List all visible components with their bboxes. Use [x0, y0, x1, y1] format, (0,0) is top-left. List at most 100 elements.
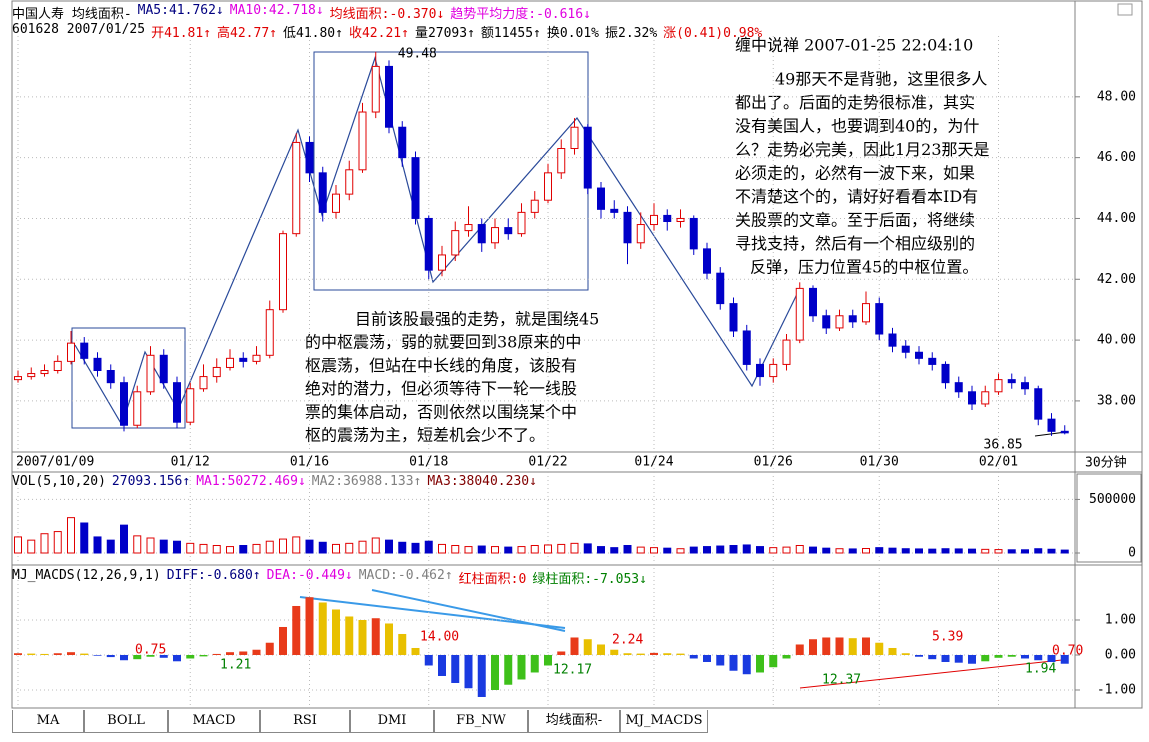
- x-tick-label: 01/18: [409, 455, 448, 470]
- tab[interactable]: FB_NW: [434, 710, 528, 733]
- volume-bar: [146, 537, 155, 554]
- y-tick-label: 1.00: [1105, 612, 1136, 627]
- candle-body: [53, 360, 62, 372]
- header-item: 高42.77↑: [217, 26, 277, 41]
- macd-bar: [345, 616, 354, 655]
- volume-bar: [809, 546, 817, 554]
- volume-bar: [544, 544, 552, 554]
- macd-bar: [901, 653, 910, 655]
- macd-bar: [716, 654, 725, 666]
- macd-bar: [795, 644, 804, 655]
- macd-bar: [822, 637, 831, 655]
- macd-bar: [212, 653, 221, 655]
- volume-bar: [530, 545, 539, 554]
- candle-body: [848, 315, 857, 323]
- macd-annotation: 12.17: [553, 663, 592, 678]
- macd-bar: [318, 602, 327, 655]
- macd-bar: [464, 654, 473, 689]
- header-item: 涨(0.41)0.98%: [663, 26, 763, 41]
- volume-bar: [901, 548, 910, 554]
- volume-bar: [292, 536, 301, 554]
- candle-body: [318, 172, 327, 213]
- macd-bar: [67, 652, 75, 655]
- candle-body: [371, 65, 380, 113]
- candle-body: [822, 315, 831, 329]
- volume-bar: [252, 543, 261, 554]
- volume-bar: [199, 543, 208, 554]
- candle-body: [716, 272, 725, 305]
- macd-bar: [729, 654, 738, 671]
- volume-bar: [795, 545, 804, 554]
- candle-body: [398, 126, 407, 159]
- tab[interactable]: MA: [12, 710, 84, 733]
- hub-box: [71, 327, 186, 429]
- header-item: MACD:-0.462↑: [358, 568, 453, 583]
- tab[interactable]: RSI: [260, 710, 350, 733]
- macd-bar: [292, 605, 301, 655]
- volume-bar: [411, 542, 420, 554]
- volume-bar: [477, 545, 486, 554]
- volume-bar: [14, 536, 22, 554]
- macd-bar: [650, 652, 658, 655]
- macd-bar: [928, 654, 937, 660]
- macd-annotation: 0.75: [135, 643, 166, 658]
- tab[interactable]: 均线面积-: [528, 710, 620, 733]
- macd-bar: [40, 653, 49, 655]
- comment-line: 么？走势必完美，因此1月23那天是: [735, 140, 990, 159]
- header-item: MA10:42.718↓: [229, 3, 324, 18]
- divergence-line: [371, 589, 566, 632]
- candle-body: [1007, 379, 1016, 384]
- tab[interactable]: MJ_MACDS: [620, 710, 708, 733]
- window-icon: [1117, 3, 1133, 16]
- volume-axis-box: [1076, 473, 1142, 563]
- macd-bar: [504, 654, 513, 685]
- candle-body: [915, 351, 923, 359]
- macd-bar: [226, 652, 234, 655]
- candle-body: [332, 193, 340, 213]
- tab[interactable]: DMI: [350, 710, 434, 733]
- comment-line: 关股票的文章。至于后面，将继续: [735, 211, 975, 230]
- volume-bar: [318, 541, 327, 554]
- candle-body: [888, 333, 897, 347]
- candle-body: [226, 357, 234, 368]
- candle-body: [742, 330, 751, 365]
- candle-body: [252, 354, 261, 362]
- volume-bar: [769, 547, 778, 554]
- volume-bar: [1060, 549, 1069, 554]
- candle-body: [663, 214, 672, 222]
- header-item: 红柱面积:0: [458, 572, 527, 587]
- macd-bar: [133, 654, 142, 660]
- candle-body: [954, 382, 963, 393]
- x-tick-label: 01/22: [528, 455, 567, 470]
- candle-body: [358, 111, 367, 171]
- header-item: 开41.81↑: [151, 26, 212, 41]
- volume-bar: [915, 548, 923, 554]
- volume-bar: [689, 546, 698, 554]
- x-tick-label: 01/26: [754, 455, 793, 470]
- candle-body: [795, 287, 804, 341]
- header-item: 额11455↑: [480, 26, 541, 41]
- macd-bar: [915, 654, 923, 657]
- candle-body: [305, 141, 314, 174]
- macd-annotation: 1.21: [220, 658, 251, 673]
- candle-body: [67, 342, 75, 362]
- tab[interactable]: BOLL: [84, 710, 168, 733]
- comment-line: 49那天不是背驰，这里很多人: [775, 70, 987, 89]
- macd-bar: [769, 654, 778, 668]
- candle-body: [782, 339, 791, 365]
- candle-body: [93, 357, 102, 372]
- candle-body: [1060, 430, 1069, 434]
- candle-body: [173, 382, 181, 423]
- macd-bar: [371, 618, 380, 655]
- y-tick-label: 0: [1128, 546, 1136, 561]
- tab[interactable]: MACD: [168, 710, 260, 733]
- volume-header: VOL(5,10,20) 27093.156↑ MA1:50272.469↓ MA2:…: [12, 474, 537, 489]
- volume-bar: [133, 535, 142, 554]
- candle-body: [438, 254, 446, 271]
- header-item: 振2.32%: [605, 26, 658, 41]
- macd-bar: [570, 637, 579, 655]
- candle-body: [411, 157, 420, 219]
- header-line-1: 中国人寿 均线面积- MA5:41.762↓ MA10:42.718↓ 均线面积:-0…: [12, 3, 591, 22]
- macd-bar: [332, 609, 340, 655]
- candle-body: [597, 187, 605, 210]
